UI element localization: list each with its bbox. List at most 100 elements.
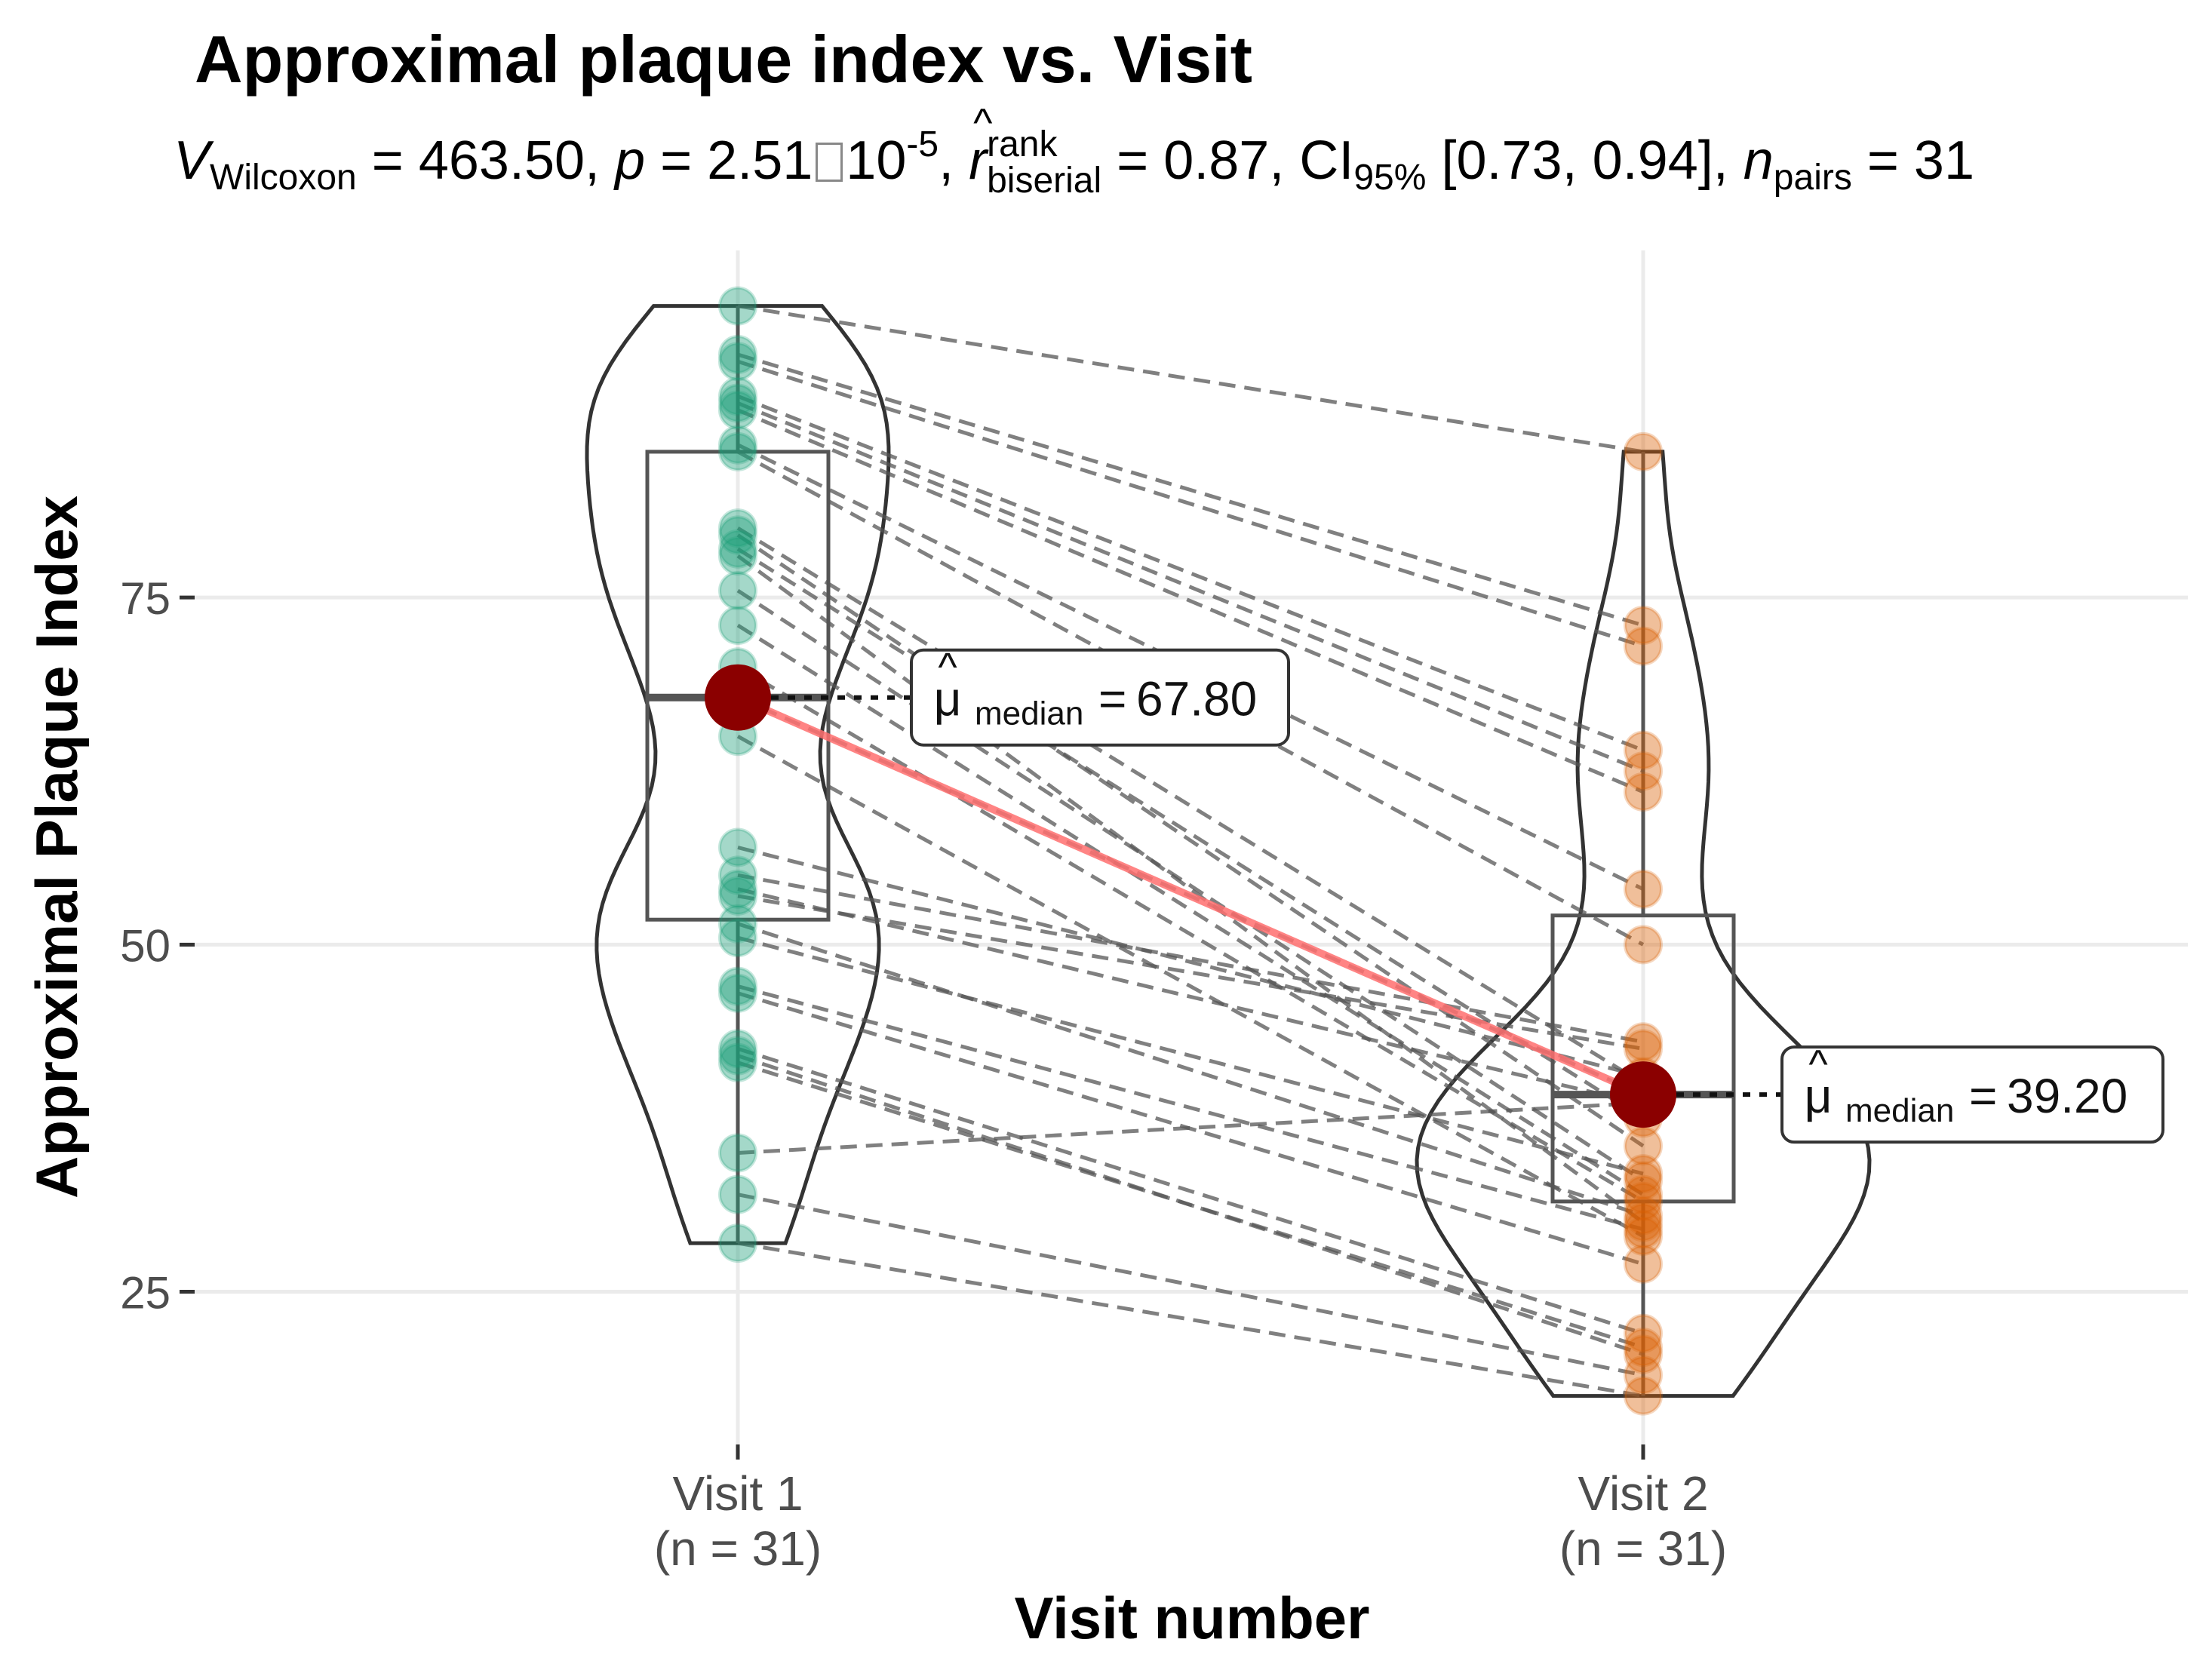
pair-line — [737, 359, 1644, 648]
stat-p-mantissa: 2.51 — [707, 130, 813, 192]
data-point-visit-1 — [718, 869, 757, 909]
pair-line — [737, 401, 1644, 773]
pair-line — [737, 922, 1644, 1217]
boxplot-visit-1 — [645, 305, 831, 1244]
pair-line — [737, 873, 1644, 1044]
stat-ci-label: CI — [1299, 130, 1354, 192]
data-point-visit-2 — [1624, 1181, 1663, 1221]
y-axis-title: Approximal Plaque Index — [23, 496, 90, 1199]
stat-v-value: 463.50 — [418, 130, 585, 192]
y-tick-label: 25 — [120, 1268, 171, 1319]
median-trend-line — [736, 694, 1645, 1098]
median-symbol: μ — [1805, 1069, 1833, 1123]
pair-line — [737, 984, 1644, 1232]
pair-line — [736, 443, 1645, 891]
median-equals: = — [1098, 672, 1126, 726]
data-point-visit-1 — [718, 1223, 757, 1263]
stat-n-label: n — [1743, 130, 1774, 192]
data-point-visit-1 — [718, 1029, 757, 1069]
stat-v-sub: Wilcoxon — [210, 158, 357, 198]
stat-r-value: 0.87 — [1163, 130, 1270, 192]
data-point-visit-2 — [1624, 1328, 1663, 1368]
chart-subtitle: VWilcoxon = 463.50, p = 2.51 10-5, ^ r rank… — [174, 100, 1974, 201]
data-point-visit-2 — [1624, 1154, 1663, 1194]
median-label-box — [910, 648, 1290, 747]
data-point-visit-1 — [718, 286, 757, 326]
x-tick-label: Visit 1 — [672, 1466, 803, 1521]
data-point-visit-2 — [1624, 772, 1663, 812]
data-point-visit-1 — [718, 827, 757, 867]
pair-line — [737, 408, 1644, 794]
data-point-visit-2 — [1624, 751, 1663, 791]
pair-line — [736, 533, 1645, 1148]
pair-line — [737, 394, 1644, 752]
data-point-visit-1 — [718, 1036, 757, 1076]
pair-line — [737, 1047, 1644, 1336]
data-point-visit-2 — [1624, 626, 1663, 666]
pair-line — [736, 588, 1645, 1183]
chart-title: Approximal plaque index vs. Visit — [195, 22, 1252, 97]
stat-n-value: 31 — [1913, 130, 1974, 192]
pair-line — [737, 846, 1644, 1079]
median-point — [1610, 1061, 1676, 1128]
data-point-visit-1 — [718, 570, 757, 610]
data-point-visit-2 — [1624, 1196, 1663, 1236]
data-point-visit-2 — [1624, 1209, 1663, 1249]
data-point-visit-2 — [1624, 1355, 1663, 1395]
data-point-visit-1 — [718, 918, 757, 958]
data-point-visit-1 — [718, 529, 757, 569]
stat-p-label: p — [615, 130, 646, 192]
median-symbol: μ — [934, 672, 962, 726]
data-point-visit-1 — [718, 342, 757, 382]
data-point-visit-2 — [1624, 1161, 1663, 1201]
stat-v-label: V — [174, 130, 210, 192]
median-sub: median — [1845, 1092, 1954, 1129]
pair-line — [737, 991, 1644, 1266]
median-value: 39.20 — [2007, 1069, 2128, 1123]
data-point-visit-2 — [1624, 605, 1663, 645]
median-hat-glyph: ^ — [938, 645, 957, 690]
pair-line — [737, 352, 1644, 628]
data-point-visit-1 — [718, 376, 757, 416]
stat-r-sup: rank — [987, 124, 1058, 164]
y-tick-label: 50 — [120, 920, 171, 971]
data-point-visit-2 — [1624, 1216, 1663, 1256]
pair-line — [737, 887, 1644, 1107]
data-point-visit-2 — [1624, 1202, 1663, 1242]
y-tick-label: 75 — [120, 573, 171, 624]
data-point-visit-2 — [1624, 1244, 1663, 1284]
median-point — [705, 664, 771, 731]
stat-r-scripts: rank biserial — [987, 127, 1101, 199]
data-point-visit-2 — [1624, 1334, 1663, 1374]
data-point-visit-1 — [718, 383, 757, 423]
stat-r-sub: biserial — [987, 161, 1102, 201]
median-label-box — [1780, 1045, 2164, 1144]
violin-visit-1 — [585, 304, 891, 1245]
median-equals: = — [1969, 1069, 1997, 1123]
data-point-visit-1 — [718, 508, 757, 548]
x-axis-title: Visit number — [1014, 1585, 1369, 1651]
data-point-visit-1 — [718, 335, 757, 375]
stat-p-base: 10 — [846, 130, 907, 192]
stat-ci-range: [0.73, 0.94] — [1441, 130, 1713, 192]
data-point-visit-1 — [718, 536, 757, 576]
data-point-visit-2 — [1624, 1022, 1663, 1062]
pair-line — [737, 935, 1644, 1176]
pair-line — [737, 1061, 1644, 1349]
missing-glyph-box — [816, 143, 843, 183]
data-point-visit-1 — [718, 855, 757, 895]
data-point-visit-1 — [718, 1133, 757, 1173]
data-point-visit-1 — [718, 1042, 757, 1082]
data-point-visit-1 — [718, 973, 757, 1013]
stat-n-sub: pairs — [1773, 158, 1852, 198]
pair-line — [736, 735, 1645, 1239]
stat-ci-sub: 95% — [1353, 158, 1427, 198]
x-tick-label: Visit 2 — [1578, 1466, 1708, 1521]
data-point-visit-2 — [1624, 730, 1663, 770]
median-value: 67.80 — [1136, 672, 1257, 726]
pair-line — [737, 1101, 1644, 1155]
stat-r-symbol: ^ r — [969, 100, 993, 192]
median-hat-glyph: ^ — [1808, 1042, 1828, 1087]
data-point-visit-1 — [718, 431, 757, 471]
